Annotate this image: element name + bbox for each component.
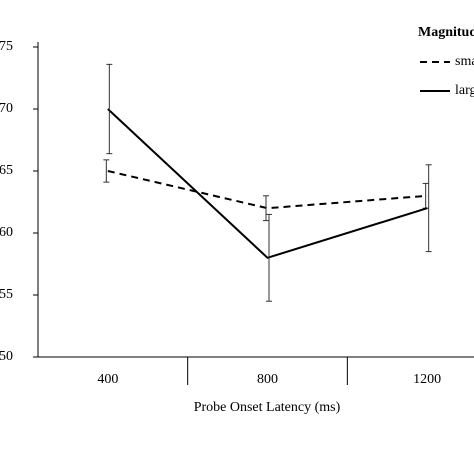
- error-bar: [103, 159, 110, 183]
- x-tick-label: 800: [257, 372, 278, 387]
- x-tick-label: 1200: [413, 372, 441, 387]
- error-bar: [422, 182, 429, 209]
- y-tick-label: 60: [0, 225, 13, 240]
- error-bar: [266, 213, 272, 302]
- x-tick-label: 400: [97, 372, 118, 387]
- series-line: [107, 170, 428, 210]
- error-bar: [425, 164, 432, 253]
- series-line: [107, 108, 428, 259]
- y-tick-label: 55: [0, 287, 13, 302]
- legend-label: small: [455, 54, 474, 69]
- legend-label: large: [455, 83, 474, 98]
- error-bar: [106, 63, 113, 155]
- y-tick-label: 70: [0, 101, 13, 116]
- y-tick-label: 75: [0, 39, 13, 54]
- error-bar: [263, 195, 269, 222]
- y-tick-label: 65: [0, 163, 13, 178]
- legend-title: Magnitude: [418, 25, 474, 40]
- x-axis-title: Probe Onset Latency (ms): [194, 400, 341, 415]
- y-tick-label: 50: [0, 349, 13, 364]
